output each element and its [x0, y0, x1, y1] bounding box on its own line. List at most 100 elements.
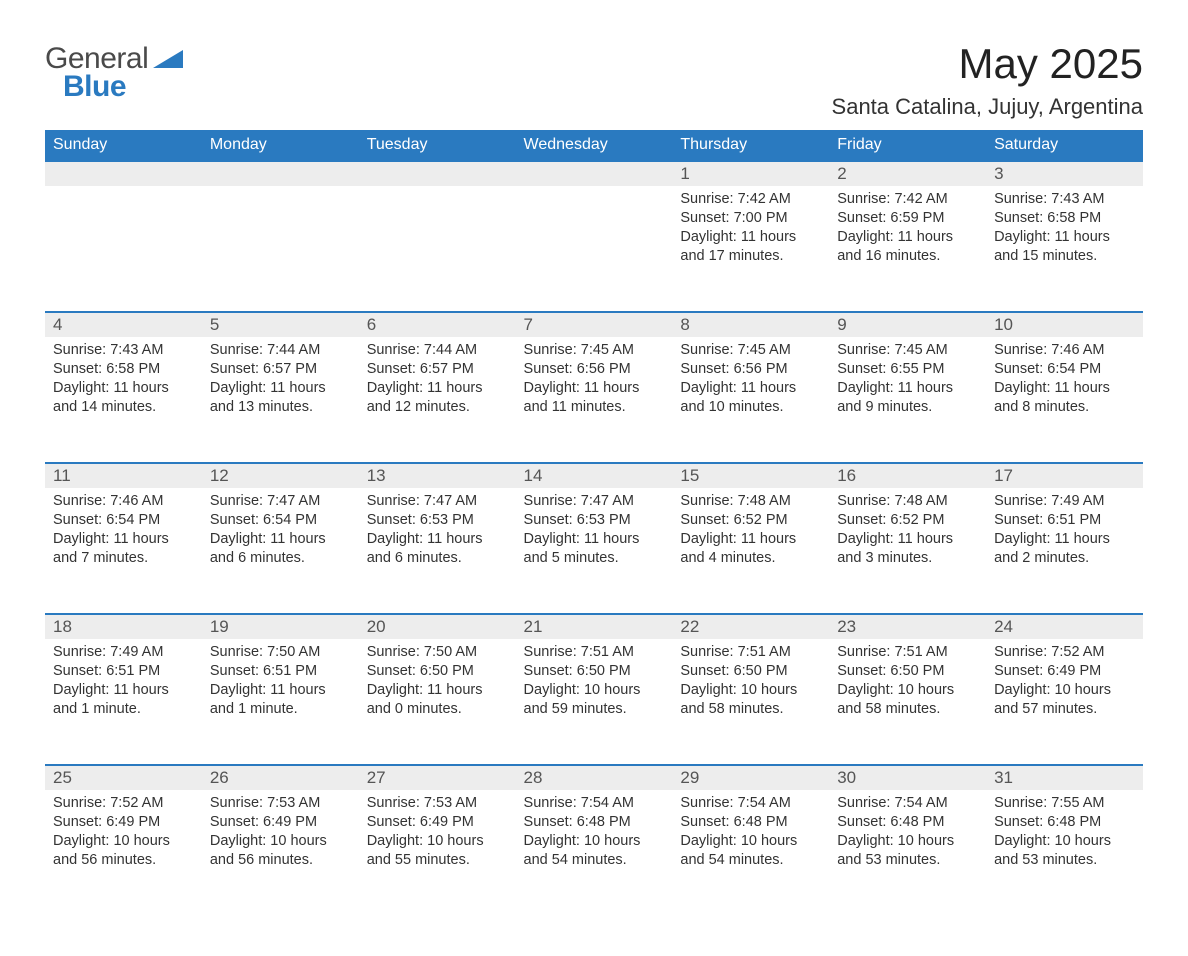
daylight-label: Daylight:: [837, 682, 897, 698]
sunset-label: Sunset:: [994, 663, 1047, 679]
day-detail-cell: Sunrise: 7:53 AMSunset: 6:49 PMDaylight:…: [202, 790, 359, 916]
day-detail-cell: [45, 186, 202, 312]
day-number-cell: 5: [202, 312, 359, 337]
day-detail-cell: Sunrise: 7:51 AMSunset: 6:50 PMDaylight:…: [672, 639, 829, 765]
sunrise-value: 7:47 AM: [424, 493, 477, 509]
sunset-value: 6:48 PM: [734, 814, 788, 830]
sunrise-value: 7:51 AM: [738, 644, 791, 660]
sunset-value: 6:59 PM: [890, 210, 944, 226]
sunset-value: 6:56 PM: [577, 361, 631, 377]
day-header: Sunday: [45, 130, 202, 161]
day-daylight: Daylight: 11 hours and 16 minutes.: [837, 228, 978, 266]
day-sunrise: Sunrise: 7:50 AM: [367, 643, 508, 662]
day-daylight: Daylight: 11 hours and 11 minutes.: [524, 379, 665, 417]
day-sunset: Sunset: 6:55 PM: [837, 360, 978, 379]
day-number: 18: [53, 617, 72, 636]
day-number: 13: [367, 466, 386, 485]
daylight-label: Daylight:: [837, 229, 897, 245]
day-sunrise: Sunrise: 7:48 AM: [837, 492, 978, 511]
sunrise-value: 7:54 AM: [581, 795, 634, 811]
day-number-cell: 20: [359, 614, 516, 639]
day-sunset: Sunset: 6:53 PM: [367, 511, 508, 530]
sunrise-label: Sunrise:: [210, 342, 267, 358]
sunset-value: 6:48 PM: [1047, 814, 1101, 830]
day-number: 21: [524, 617, 543, 636]
day-detail-cell: Sunrise: 7:47 AMSunset: 6:53 PMDaylight:…: [359, 488, 516, 614]
sunrise-label: Sunrise:: [524, 644, 581, 660]
day-sunrise: Sunrise: 7:50 AM: [210, 643, 351, 662]
sunrise-value: 7:47 AM: [581, 493, 634, 509]
sunset-value: 6:57 PM: [263, 361, 317, 377]
sunrise-label: Sunrise:: [367, 795, 424, 811]
daylight-label: Daylight:: [53, 682, 113, 698]
day-number: 5: [210, 315, 219, 334]
day-number-cell: 17: [986, 463, 1143, 488]
month-title: May 2025: [832, 40, 1143, 88]
week-daynum-row: 11121314151617: [45, 463, 1143, 488]
day-header: Tuesday: [359, 130, 516, 161]
sunset-value: 6:57 PM: [420, 361, 474, 377]
day-number: 3: [994, 164, 1003, 183]
day-sunrise: Sunrise: 7:52 AM: [994, 643, 1135, 662]
day-sunset: Sunset: 6:49 PM: [994, 662, 1135, 681]
day-number-cell: 16: [829, 463, 986, 488]
brand-word2: Blue: [63, 70, 126, 103]
day-sunrise: Sunrise: 7:46 AM: [53, 492, 194, 511]
sunset-label: Sunset:: [837, 210, 890, 226]
day-detail-cell: [359, 186, 516, 312]
day-detail-cell: Sunrise: 7:45 AMSunset: 6:55 PMDaylight:…: [829, 337, 986, 463]
day-sunrise: Sunrise: 7:45 AM: [524, 341, 665, 360]
calendar-body: 123Sunrise: 7:42 AMSunset: 7:00 PMDaylig…: [45, 161, 1143, 916]
day-sunrise: Sunrise: 7:47 AM: [210, 492, 351, 511]
daylight-label: Daylight:: [367, 833, 427, 849]
day-number-cell: 8: [672, 312, 829, 337]
day-sunset: Sunset: 6:50 PM: [837, 662, 978, 681]
daylight-label: Daylight:: [53, 380, 113, 396]
day-daylight: Daylight: 10 hours and 54 minutes.: [680, 832, 821, 870]
day-sunrise: Sunrise: 7:44 AM: [210, 341, 351, 360]
sunset-value: 6:48 PM: [890, 814, 944, 830]
week-detail-row: Sunrise: 7:49 AMSunset: 6:51 PMDaylight:…: [45, 639, 1143, 765]
sunrise-value: 7:49 AM: [110, 644, 163, 660]
sunset-value: 6:53 PM: [420, 512, 474, 528]
day-number: 7: [524, 315, 533, 334]
day-sunset: Sunset: 6:57 PM: [210, 360, 351, 379]
sunrise-value: 7:47 AM: [267, 493, 320, 509]
day-sunrise: Sunrise: 7:44 AM: [367, 341, 508, 360]
sunrise-value: 7:48 AM: [894, 493, 947, 509]
daylight-label: Daylight:: [994, 380, 1054, 396]
sunset-label: Sunset:: [53, 361, 106, 377]
day-detail-cell: Sunrise: 7:54 AMSunset: 6:48 PMDaylight:…: [516, 790, 673, 916]
day-number-cell: 21: [516, 614, 673, 639]
day-daylight: Daylight: 11 hours and 6 minutes.: [210, 530, 351, 568]
sunset-value: 6:56 PM: [734, 361, 788, 377]
day-sunset: Sunset: 6:49 PM: [367, 813, 508, 832]
day-sunset: Sunset: 6:52 PM: [837, 511, 978, 530]
sunrise-label: Sunrise:: [53, 342, 110, 358]
day-number: 9: [837, 315, 846, 334]
day-detail-cell: Sunrise: 7:51 AMSunset: 6:50 PMDaylight:…: [516, 639, 673, 765]
daylight-label: Daylight:: [524, 833, 584, 849]
day-sunset: Sunset: 6:58 PM: [994, 209, 1135, 228]
daylight-label: Daylight:: [210, 682, 270, 698]
day-sunset: Sunset: 6:51 PM: [994, 511, 1135, 530]
day-sunrise: Sunrise: 7:54 AM: [524, 794, 665, 813]
sunrise-label: Sunrise:: [837, 644, 894, 660]
day-sunset: Sunset: 6:51 PM: [210, 662, 351, 681]
daylight-label: Daylight:: [524, 380, 584, 396]
day-daylight: Daylight: 10 hours and 53 minutes.: [837, 832, 978, 870]
day-daylight: Daylight: 11 hours and 3 minutes.: [837, 530, 978, 568]
day-number-cell: 27: [359, 765, 516, 790]
day-sunrise: Sunrise: 7:54 AM: [680, 794, 821, 813]
day-sunrise: Sunrise: 7:47 AM: [367, 492, 508, 511]
sunrise-label: Sunrise:: [367, 644, 424, 660]
day-daylight: Daylight: 11 hours and 14 minutes.: [53, 379, 194, 417]
day-daylight: Daylight: 11 hours and 2 minutes.: [994, 530, 1135, 568]
week-daynum-row: 18192021222324: [45, 614, 1143, 639]
day-daylight: Daylight: 10 hours and 59 minutes.: [524, 681, 665, 719]
sunrise-value: 7:50 AM: [267, 644, 320, 660]
day-sunset: Sunset: 6:50 PM: [524, 662, 665, 681]
day-detail-cell: Sunrise: 7:46 AMSunset: 6:54 PMDaylight:…: [45, 488, 202, 614]
day-number-cell: 25: [45, 765, 202, 790]
day-number-cell: 18: [45, 614, 202, 639]
